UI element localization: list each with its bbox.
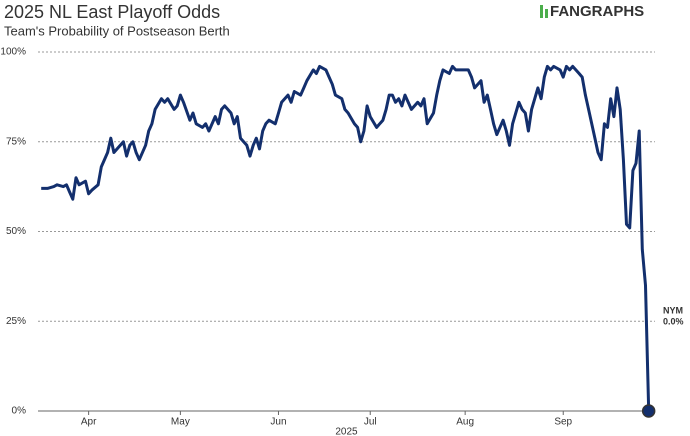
y-tick-label: 0% [12,406,27,417]
logo-icon [540,5,548,18]
y-tick-label: 75% [6,136,26,147]
y-tick-label: 50% [6,226,26,237]
y-tick-label: 25% [6,316,26,327]
y-tick-label: 100% [0,47,26,58]
series-line [41,64,651,412]
end-point [641,404,656,418]
chart-subtitle: Team's Probability of Postseason Berth [4,23,230,38]
chart-title: 2025 NL East Playoff Odds [4,2,220,22]
x-tick-label: May [171,417,190,428]
x-tick-label: Aug [456,417,474,428]
end-name: NYM [663,305,683,315]
x-axis-label: 2025 [335,427,358,436]
x-tick-label: Jun [270,417,286,428]
logo: FANGRAPHS [550,3,644,20]
x-tick-label: Apr [81,417,97,428]
x-tick-label: Sep [554,417,572,428]
end-value-label: 0.0% [663,316,684,326]
x-tick-label: Jul [364,417,377,428]
